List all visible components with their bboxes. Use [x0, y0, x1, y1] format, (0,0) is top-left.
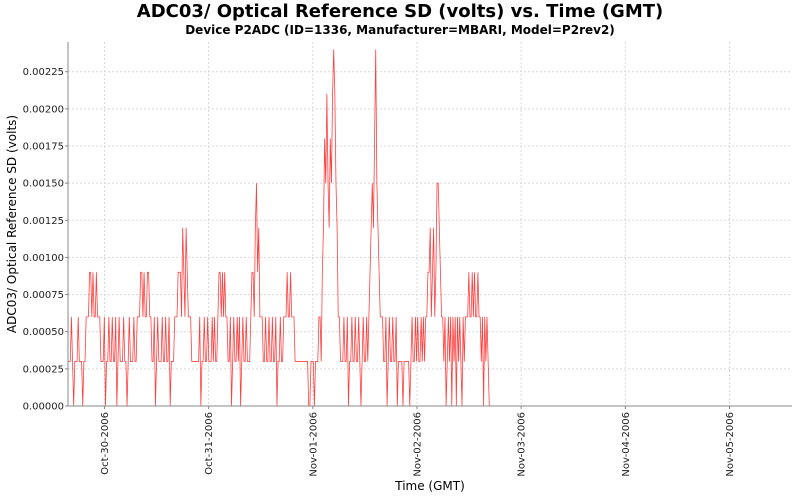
y-tick-label: 0.00000	[23, 402, 64, 413]
y-tick-label: 0.00075	[23, 290, 64, 301]
y-tick-label: 0.00200	[23, 104, 64, 115]
y-tick-label: 0.00150	[23, 179, 64, 190]
y-tick-label: 0.00225	[23, 67, 64, 78]
series-line	[68, 49, 490, 407]
x-tick-label: Nov-05-2006	[725, 412, 736, 477]
x-tick-label: Nov-03-2006	[517, 412, 528, 477]
x-axis-label: Time (GMT)	[394, 479, 465, 493]
grid-lines	[68, 42, 792, 406]
x-ticks: Oct-30-2006 Oct-31-2006 Nov-01-2006 Nov-02-…	[100, 406, 736, 477]
y-tick-label: 0.00025	[23, 364, 64, 375]
x-tick-label: Nov-01-2006	[308, 412, 319, 477]
chart-subtitle: Device P2ADC (ID=1336, Manufacturer=MBAR…	[185, 23, 615, 37]
x-tick-label: Nov-04-2006	[621, 412, 632, 477]
plot-background	[68, 42, 792, 406]
series-layer	[68, 49, 490, 407]
chart-title: ADC03/ Optical Reference SD (volts) vs. …	[136, 1, 664, 22]
y-tick-label: 0.00100	[23, 253, 64, 264]
x-tick-label: Oct-30-2006	[100, 412, 111, 475]
y-tick-label: 0.00125	[23, 216, 64, 227]
x-tick-label: Nov-02-2006	[412, 412, 423, 477]
y-tick-label: 0.00050	[23, 327, 64, 338]
y-ticks: 0.00000 0.00025 0.00050 0.00075 0.00100 0.001…	[23, 67, 68, 413]
y-tick-label: 0.00175	[23, 142, 64, 153]
x-tick-label: Oct-31-2006	[204, 412, 215, 475]
y-axis-label: ADC03/ Optical Reference SD (volts)	[5, 115, 19, 333]
